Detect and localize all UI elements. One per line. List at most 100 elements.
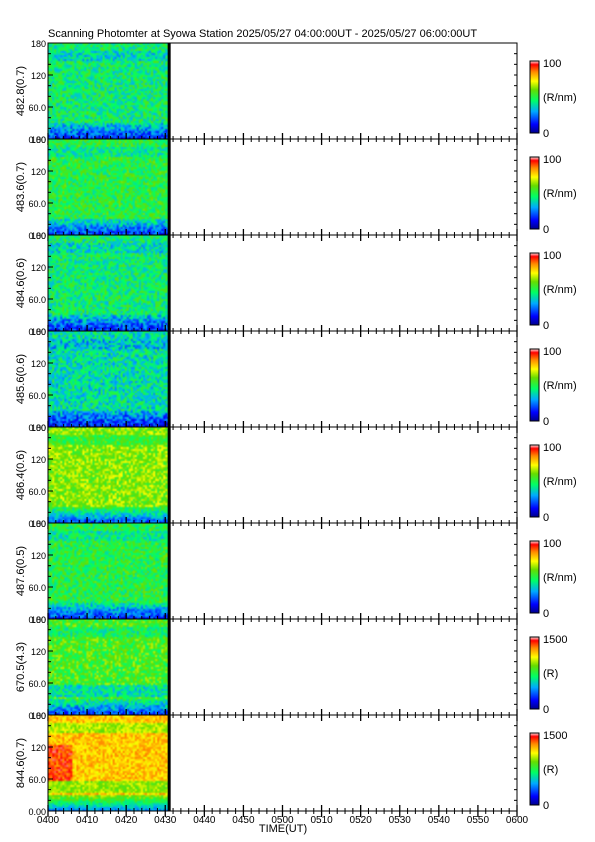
colorbar-max-label: 100 bbox=[543, 154, 561, 166]
y-tick-label: 60.0 bbox=[28, 679, 46, 689]
heatmap-image bbox=[48, 43, 170, 139]
y-tick-label: 120 bbox=[31, 647, 46, 657]
colorbar-max-label: 1500 bbox=[543, 634, 567, 646]
y-tick-label: 180 bbox=[31, 519, 46, 529]
y-tick-label: 60.0 bbox=[28, 583, 46, 593]
colorbar-min-label: 0 bbox=[543, 320, 549, 332]
colorbar-unit-label: (R) bbox=[543, 668, 558, 680]
colorbar bbox=[529, 156, 540, 230]
y-tick-label: 60.0 bbox=[28, 487, 46, 497]
x-tick-label: 0550 bbox=[467, 815, 490, 826]
x-tick-label: 0420 bbox=[115, 815, 138, 826]
colorbar bbox=[529, 348, 540, 422]
y-tick-label: 120 bbox=[31, 455, 46, 465]
colorbar-min-label: 0 bbox=[543, 704, 549, 716]
y-tick-label: 120 bbox=[31, 551, 46, 561]
y-tick-label: 180 bbox=[31, 39, 46, 49]
y-tick-label: 0.00 bbox=[28, 807, 46, 817]
heatmap-image bbox=[48, 619, 170, 715]
panel-1: 0.00 60.0 120 180 482.8(0.7) 100 0 (R/nm) bbox=[15, 39, 577, 145]
panel-5: 0.00 60.0 120 180 486.4(0.6) 100 0 (R/nm) bbox=[15, 423, 577, 529]
y-tick-label: 0.00 bbox=[28, 231, 46, 241]
y-tick-label: 180 bbox=[31, 135, 46, 145]
chart-title: Scanning Photomter at Syowa Station 2025… bbox=[48, 28, 477, 40]
y-tick-label: 180 bbox=[31, 327, 46, 337]
x-tick-label: 0410 bbox=[76, 815, 99, 826]
colorbar bbox=[529, 540, 540, 614]
panel-7: 0.00 60.0 120 180 670.5(4.3) 1500 0 (R) bbox=[15, 615, 567, 721]
heatmap-image bbox=[48, 331, 170, 427]
panels-group: 0.00 60.0 120 180 482.8(0.7) 100 0 (R/nm) 0.00 60… bbox=[15, 39, 577, 817]
panel-label: 482.8(0.7) bbox=[15, 66, 27, 116]
colorbar bbox=[529, 444, 540, 518]
colorbar-unit-label: (R/nm) bbox=[543, 476, 577, 488]
x-tick-label: 0440 bbox=[193, 815, 216, 826]
colorbar-min-label: 0 bbox=[543, 416, 549, 428]
colorbar bbox=[529, 636, 540, 710]
colorbar bbox=[529, 732, 540, 806]
colorbar bbox=[529, 60, 540, 134]
y-tick-label: 120 bbox=[31, 263, 46, 273]
colorbar-max-label: 100 bbox=[543, 442, 561, 454]
x-axis-label: TIME(UT) bbox=[259, 823, 307, 835]
y-tick-label: 180 bbox=[31, 615, 46, 625]
panel-3: 0.00 60.0 120 180 484.6(0.6) 100 0 (R/nm) bbox=[15, 231, 577, 337]
panel-label: 483.6(0.7) bbox=[15, 162, 27, 212]
y-tick-label: 0.00 bbox=[28, 423, 46, 433]
colorbar-unit-label: (R/nm) bbox=[543, 188, 577, 200]
x-tick-label: 0540 bbox=[428, 815, 451, 826]
colorbar-max-label: 100 bbox=[543, 538, 561, 550]
y-tick-label: 60.0 bbox=[28, 199, 46, 209]
colorbar-max-label: 100 bbox=[543, 250, 561, 262]
y-tick-label: 60.0 bbox=[28, 295, 46, 305]
colorbar-unit-label: (R) bbox=[543, 764, 558, 776]
colorbar-max-label: 100 bbox=[543, 58, 561, 70]
x-tick-label: 0600 bbox=[506, 815, 529, 826]
colorbar-min-label: 0 bbox=[543, 512, 549, 524]
y-tick-label: 60.0 bbox=[28, 103, 46, 113]
y-tick-label: 0.00 bbox=[28, 135, 46, 145]
colorbar-min-label: 0 bbox=[543, 224, 549, 236]
x-tick-label: 0430 bbox=[154, 815, 177, 826]
panel-label: 487.6(0.5) bbox=[15, 546, 27, 596]
colorbar-unit-label: (R/nm) bbox=[543, 572, 577, 584]
x-tick-label: 0500 bbox=[271, 815, 294, 826]
colorbar-min-label: 0 bbox=[543, 608, 549, 620]
y-tick-label: 0.00 bbox=[28, 615, 46, 625]
heatmap-image bbox=[48, 139, 170, 235]
panel-2: 0.00 60.0 120 180 483.6(0.7) 100 0 (R/nm) bbox=[15, 135, 577, 241]
heatmap-image bbox=[48, 427, 170, 523]
heatmap-image bbox=[48, 523, 170, 619]
colorbar-min-label: 0 bbox=[543, 128, 549, 140]
x-tick-label: 0450 bbox=[232, 815, 255, 826]
heatmap-image bbox=[48, 235, 170, 331]
x-tick-label: 0530 bbox=[389, 815, 412, 826]
x-axis: 0400 0410 0420 0430 0440 0450 0500 0510 0520 0530… bbox=[37, 815, 529, 826]
colorbar-unit-label: (R/nm) bbox=[543, 92, 577, 104]
colorbar-max-label: 1500 bbox=[543, 730, 567, 742]
y-tick-label: 0.00 bbox=[28, 711, 46, 721]
colorbar-unit-label: (R/nm) bbox=[543, 380, 577, 392]
y-tick-label: 120 bbox=[31, 743, 46, 753]
panel-label: 844.6(0.7) bbox=[15, 738, 27, 788]
colorbar-max-label: 100 bbox=[543, 346, 561, 358]
colorbar bbox=[529, 252, 540, 326]
y-tick-label: 120 bbox=[31, 359, 46, 369]
y-tick-label: 60.0 bbox=[28, 391, 46, 401]
panel-4: 0.00 60.0 120 180 485.6(0.6) 100 0 (R/nm) bbox=[15, 327, 577, 433]
y-tick-label: 180 bbox=[31, 231, 46, 241]
panel-label: 484.6(0.6) bbox=[15, 258, 27, 308]
panel-6: 0.00 60.0 120 180 487.6(0.5) 100 0 (R/nm) bbox=[15, 519, 577, 625]
x-tick-label: 0400 bbox=[37, 815, 60, 826]
colorbar-min-label: 0 bbox=[543, 800, 549, 812]
x-tick-label: 0510 bbox=[310, 815, 333, 826]
x-tick-label: 0520 bbox=[350, 815, 373, 826]
y-tick-label: 60.0 bbox=[28, 775, 46, 785]
colorbar-unit-label: (R/nm) bbox=[543, 284, 577, 296]
heatmap-image bbox=[48, 715, 170, 811]
y-tick-label: 120 bbox=[31, 167, 46, 177]
y-tick-label: 0.00 bbox=[28, 519, 46, 529]
panel-label: 670.5(4.3) bbox=[15, 642, 27, 692]
y-tick-label: 120 bbox=[31, 71, 46, 81]
